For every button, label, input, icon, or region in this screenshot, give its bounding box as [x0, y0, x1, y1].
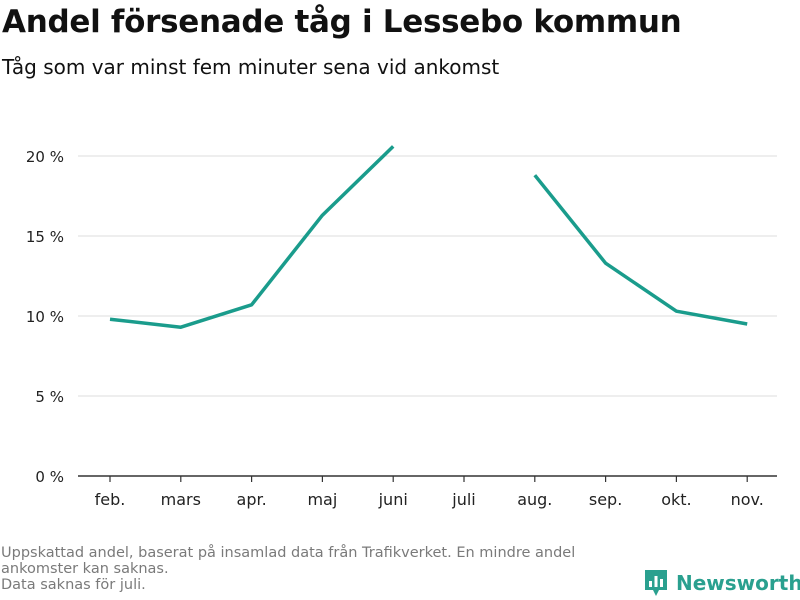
y-tick-label: 15 % [26, 228, 64, 246]
x-tick-label: feb. [95, 490, 126, 509]
chart-subtitle: Tåg som var minst fem minuter sena vid a… [2, 55, 500, 79]
x-tick-label: aug. [517, 490, 552, 509]
brand-logo: Newsworthy [643, 568, 800, 598]
series-line [533, 174, 748, 326]
x-tick-label: okt. [661, 490, 691, 509]
newsworthy-logo-icon [645, 570, 667, 596]
y-tick-label: 20 % [26, 148, 64, 166]
brand-name: Newsworthy [676, 571, 800, 595]
y-axis-tick-labels: 0 % 5 % 10 % 15 % 20 % [26, 148, 64, 486]
x-tick-label: mars [161, 490, 201, 509]
x-tick-label: sep. [589, 490, 622, 509]
x-tick-label: juni [378, 490, 408, 509]
x-tick-label: nov. [731, 490, 764, 509]
x-tick-label: juli [451, 490, 475, 509]
y-tick-label: 10 % [26, 308, 64, 326]
chart-title: Andel försenade tåg i Lessebo kommun [2, 4, 682, 40]
y-tick-label: 0 % [35, 468, 64, 486]
series-line [109, 145, 395, 329]
footnote: Uppskattad andel, baserat på insamlad da… [1, 545, 641, 593]
series-lines [109, 145, 748, 329]
y-tick-label: 5 % [35, 388, 64, 406]
x-axis: feb. mars apr. maj juni juli aug. sep. okt. nov. [78, 475, 777, 509]
line-chart: 0 % 5 % 10 % 15 % 20 % feb. mars apr. maj juni ju… [26, 145, 777, 509]
footnote-line-3: Data saknas för juli. [1, 577, 146, 593]
footnote-line-1: Uppskattad andel, baserat på insamlad da… [1, 545, 576, 561]
x-tick-label: maj [307, 490, 337, 509]
gridlines [78, 155, 777, 397]
x-tick-label: apr. [237, 490, 267, 509]
footnote-line-2: ankomster kan saknas. [1, 561, 169, 577]
